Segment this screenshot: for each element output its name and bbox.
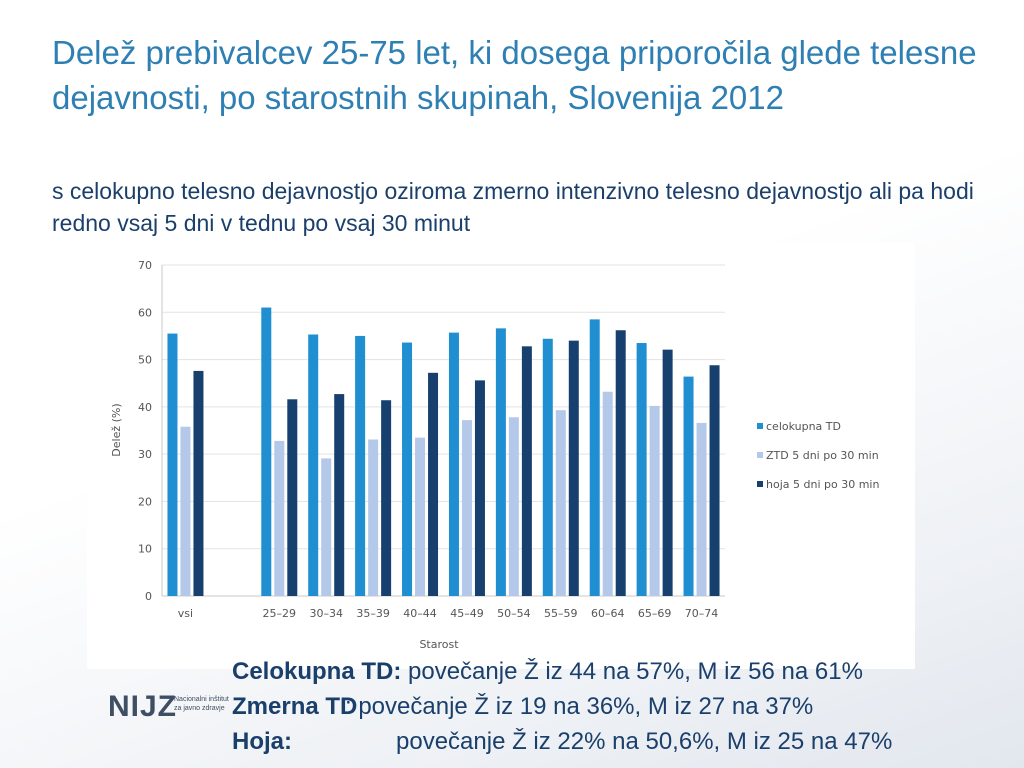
- bar-ztd: [274, 440, 285, 596]
- bar-celokupna: [308, 334, 319, 596]
- x-tick-labels: vsi 25–29 30–34 35–39 40–44 45–49 50–54 55–59 60…: [178, 607, 718, 620]
- bar-hoja: [521, 346, 532, 596]
- x-axis-title: Starost: [419, 638, 459, 651]
- bar-celokupna: [683, 376, 694, 596]
- bar-ztd: [508, 417, 519, 596]
- bars: [167, 307, 720, 596]
- legend: celokupna TD ZTD 5 dni po 30 min hoja 5 dn…: [757, 420, 879, 491]
- bar-hoja: [193, 370, 204, 596]
- legend-swatch: [757, 481, 763, 487]
- logo-line-1: Nacionalni inštitut: [174, 696, 229, 703]
- bar-ztd: [602, 391, 613, 596]
- note-row-celokupna: Celokupna TD: povečanje Ž iz 44 na 57%, …: [232, 654, 1012, 689]
- bar-ztd: [180, 426, 191, 596]
- bar-chart: 0 10 20 30 40 50 60 70 vsi 25–29 30–34 35–39 40–44 4…: [110, 259, 879, 651]
- bar-hoja: [287, 399, 298, 596]
- legend-label: celokupna TD: [766, 420, 841, 433]
- nijz-logo: NIJZ Nacionalni inštitut za javno zdravj…: [108, 690, 238, 730]
- bar-celokupna: [402, 342, 413, 596]
- logo-mark: NIJZ: [108, 690, 178, 723]
- legend-swatch: [757, 452, 763, 458]
- note-text: povečanje Ž iz 22% na 50,6%, M iz 25 na …: [396, 728, 893, 755]
- bar-hoja: [568, 340, 579, 596]
- bar-ztd: [696, 422, 707, 596]
- grid-lines: [161, 264, 725, 597]
- x-tick-label: 25–29: [263, 607, 297, 620]
- y-tick-label: 0: [145, 590, 152, 603]
- bar-hoja: [615, 330, 626, 596]
- bar-celokupna: [355, 335, 366, 596]
- notes-block: Celokupna TD: povečanje Ž iz 44 na 57%, …: [232, 654, 1012, 759]
- x-tick-label: 30–34: [309, 607, 343, 620]
- note-row-zmerna: Zmerna TD: povečanje Ž iz 19 na 36%, M i…: [232, 689, 1012, 724]
- bar-hoja: [709, 365, 720, 596]
- x-tick-label: 40–44: [403, 607, 437, 620]
- bar-ztd: [555, 410, 566, 596]
- x-tick-label: 35–39: [356, 607, 390, 620]
- bar-ztd: [321, 458, 332, 596]
- x-tick-label: vsi: [178, 607, 193, 620]
- bar-hoja: [334, 394, 345, 596]
- bar-hoja: [428, 372, 439, 596]
- logo-line-2: za javno zdravje: [174, 705, 225, 712]
- bar-celokupna: [167, 333, 178, 596]
- bar-celokupna: [448, 332, 459, 596]
- legend-label: ZTD 5 dni po 30 min: [766, 449, 879, 462]
- y-tick-labels: 0 10 20 30 40 50 60 70: [138, 259, 152, 603]
- note-label: Celokupna TD:: [232, 658, 402, 685]
- y-tick-label: 60: [138, 306, 152, 319]
- page-title: Delež prebivalcev 25-75 let, ki dosega p…: [52, 34, 977, 116]
- y-axis-title: Delež (%): [110, 403, 123, 456]
- bar-celokupna: [542, 338, 553, 596]
- bar-hoja: [381, 400, 392, 596]
- bar-celokupna: [589, 319, 600, 596]
- bar-ztd: [415, 437, 426, 596]
- x-tick-label: 45–49: [450, 607, 484, 620]
- bar-ztd: [649, 405, 660, 596]
- note-row-hoja: Hoja: povečanje Ž iz 22% na 50,6%, M iz 2…: [232, 724, 1012, 759]
- note-text: : povečanje Ž iz 19 na 36%, M iz 27 na 3…: [345, 693, 814, 720]
- y-tick-label: 70: [138, 259, 152, 272]
- bar-celokupna: [495, 328, 506, 596]
- x-tick-label: 60–64: [591, 607, 625, 620]
- logo-subtitle: Nacionalni inštitut za javno zdravje: [174, 695, 238, 713]
- y-tick-label: 40: [138, 401, 152, 414]
- x-tick-label: 55–59: [544, 607, 578, 620]
- page-subtitle: s celokupno telesno dejavnostjo oziroma …: [52, 178, 974, 236]
- y-tick-label: 10: [138, 543, 152, 556]
- note-label: Zmerna TD: [232, 693, 358, 720]
- x-tick-label: 65–69: [638, 607, 672, 620]
- x-tick-label: 50–54: [497, 607, 531, 620]
- x-tick-label: 70–74: [685, 607, 719, 620]
- bar-hoja: [474, 380, 485, 596]
- y-tick-label: 30: [138, 448, 152, 461]
- bar-celokupna: [636, 343, 647, 596]
- note-label: Hoja:: [232, 728, 292, 755]
- bar-hoja: [662, 349, 673, 596]
- bar-ztd: [368, 439, 379, 596]
- y-tick-label: 50: [138, 354, 152, 367]
- bar-ztd: [461, 420, 472, 596]
- y-tick-label: 20: [138, 495, 152, 508]
- legend-swatch: [757, 423, 763, 429]
- bar-celokupna: [261, 307, 272, 596]
- note-text: povečanje Ž iz 44 na 57%, M iz 56 na 61%: [401, 658, 863, 685]
- legend-label: hoja 5 dni po 30 min: [766, 478, 879, 491]
